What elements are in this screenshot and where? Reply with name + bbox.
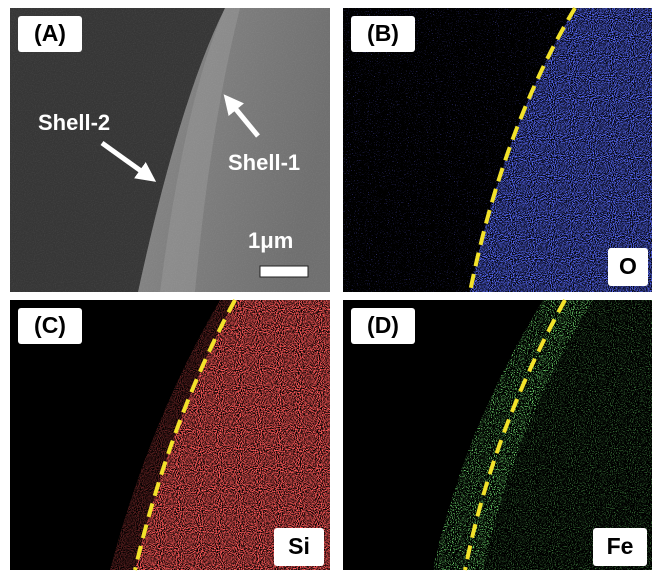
annotation: Shell-2 xyxy=(38,110,110,135)
element-label: Si xyxy=(288,533,310,559)
panel-label: (B) xyxy=(367,20,399,46)
panel-d: (D) Fe xyxy=(343,299,652,571)
boundary-line xyxy=(468,6,577,293)
panel-label: (D) xyxy=(367,312,399,338)
element-box xyxy=(593,528,647,566)
label-box xyxy=(351,16,415,52)
annotation: Shell-1 xyxy=(228,150,300,175)
scale-bar-label: 1μm xyxy=(248,228,293,253)
panel-label: (A) xyxy=(34,20,66,46)
element-box xyxy=(274,528,324,566)
label-box xyxy=(18,308,82,344)
boundary-line xyxy=(133,299,237,571)
scale-bar xyxy=(259,265,309,278)
element-box xyxy=(608,248,648,286)
label-box xyxy=(351,308,415,344)
sem-texture xyxy=(10,8,330,292)
element-label: O xyxy=(619,253,637,279)
label-box xyxy=(18,16,82,52)
panel-label: (C) xyxy=(34,312,66,338)
panel-a: (A) Shell-2 Shell-1 1μm xyxy=(10,8,330,292)
element-label: Fe xyxy=(607,533,634,559)
arrow xyxy=(223,94,260,138)
panel-b: (B) O xyxy=(343,6,652,293)
panel-c: (C) Si xyxy=(10,299,330,571)
arrow xyxy=(100,140,157,182)
boundary-line xyxy=(463,299,567,571)
